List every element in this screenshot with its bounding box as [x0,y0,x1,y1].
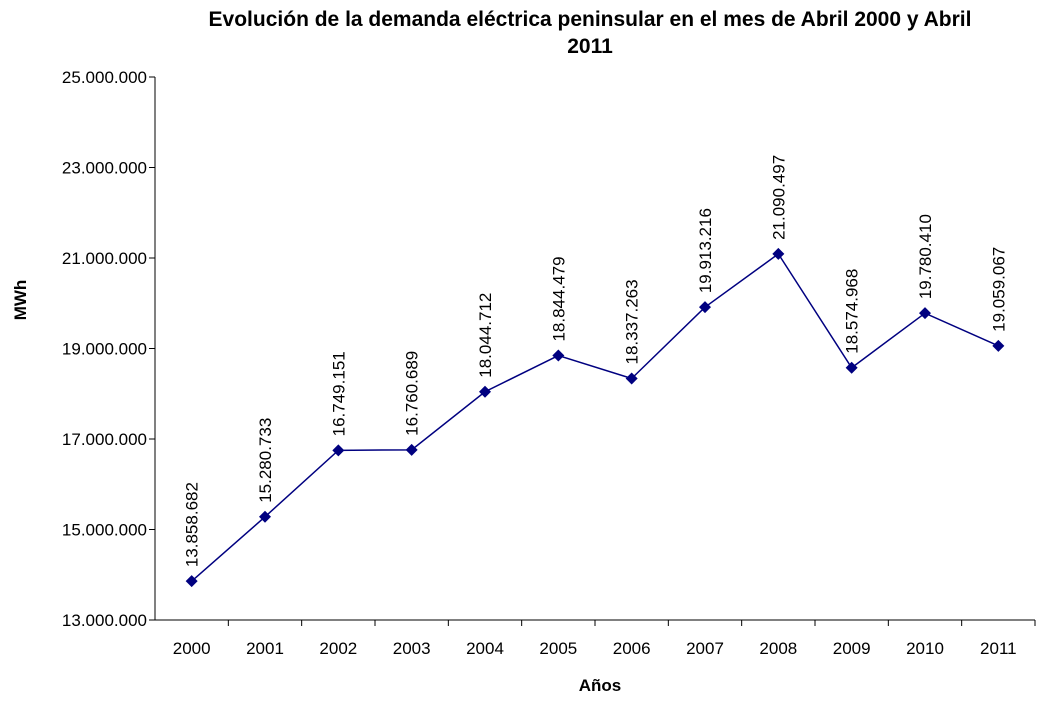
x-tick-label: 2010 [906,639,944,658]
y-tick-label: 23.000.000 [62,159,147,178]
marker [625,372,638,385]
y-tick-label: 25.000.000 [62,68,147,87]
x-tick-label: 2002 [319,639,357,658]
x-tick-label: 2001 [246,639,284,658]
chart-title: Evolución de la demanda eléctrica penins… [208,8,972,58]
x-tick-label: 2000 [173,639,211,658]
marker [992,339,1005,352]
value-label: 19.780.410 [916,214,935,299]
marker [405,443,418,456]
marker [699,301,711,314]
line [191,252,999,582]
value-label: 18.844.479 [549,256,568,341]
marker [479,385,491,398]
x-tick-label: 2005 [539,639,577,658]
x-tick-label: 2006 [613,639,651,658]
y-tick-label: 19.000.000 [62,340,147,359]
value-label: 18.044.712 [476,293,495,378]
x-tick-label: 2011 [980,639,1017,658]
x-tick-label: 2004 [466,639,504,658]
marker [919,307,931,320]
marker [259,510,271,523]
value-label: 16.749.151 [329,351,348,436]
value-label: 16.760.689 [403,351,422,436]
value-label: 19.059.067 [989,247,1008,332]
y-tick-label: 13.000.000 [62,611,147,630]
y-tick-label: 15.000.000 [62,521,147,540]
x-tick-label: 2009 [833,639,871,658]
y-tick-label: 17.000.000 [62,430,147,449]
marker [845,361,858,374]
value-label: 21.090.497 [769,155,788,240]
x-axis-label: Años [579,676,622,695]
marker [772,247,785,260]
value-label: 19.913.216 [696,208,715,293]
marker [332,444,345,457]
value-label: 18.574.968 [843,269,862,354]
value-label: 13.858.682 [183,482,202,567]
y-axis-label: MWh [11,280,30,321]
value-label: 18.337.263 [623,279,642,364]
x-tick-label: 2008 [759,639,797,658]
x-tick-label: 2007 [686,639,724,658]
value-label: 15.280.733 [256,418,275,503]
marker [185,575,198,588]
x-tick-label: 2003 [393,639,431,658]
y-tick-label: 21.000.000 [62,249,147,268]
marker [552,349,565,362]
